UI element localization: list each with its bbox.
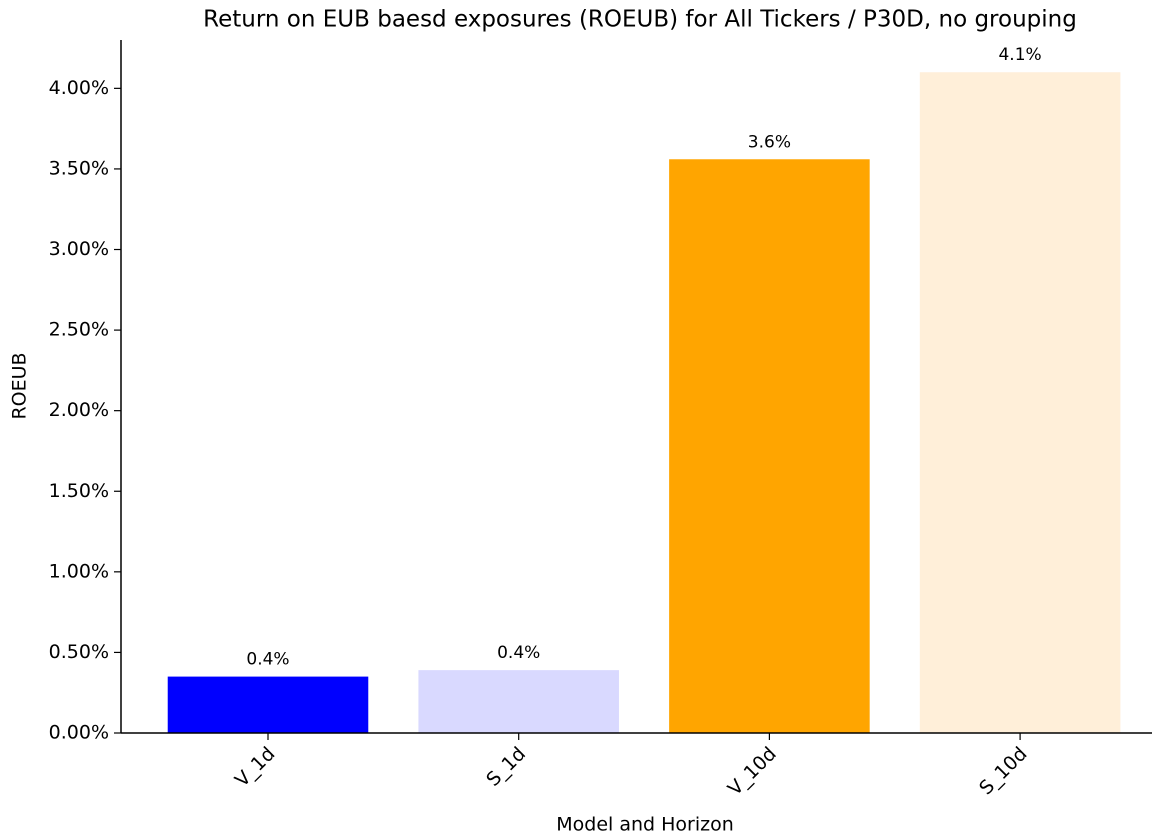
y-tick-label: 1.50% [49, 480, 109, 502]
x-tick-label: S_1d [482, 743, 530, 791]
value-label: 0.4% [497, 643, 540, 663]
value-label: 0.4% [246, 650, 289, 670]
value-label: 3.6% [748, 132, 791, 152]
y-tick-label: 4.00% [49, 77, 109, 99]
y-tick-label: 1.00% [49, 560, 109, 582]
value-label: 4.1% [998, 45, 1041, 65]
y-tick-label: 3.50% [49, 157, 109, 179]
bar [418, 670, 619, 733]
y-tick-label: 0.00% [49, 722, 109, 744]
y-tick-label: 3.00% [49, 238, 109, 260]
y-tick-label: 2.00% [49, 399, 109, 421]
x-axis-label: Model and Horizon [556, 814, 734, 836]
bar [167, 676, 369, 733]
y-tick-label: 0.50% [49, 641, 109, 663]
x-tick-label: V_10d [724, 743, 781, 800]
bar [919, 72, 1121, 734]
x-tick-label: S_10d [975, 743, 1031, 799]
bar [669, 159, 870, 733]
y-axis-label: ROEUB [9, 352, 31, 419]
y-tick-label: 2.50% [49, 319, 109, 341]
x-tick-label: V_1d [231, 743, 280, 792]
chart-title: Return on EUB baesd exposures (ROEUB) fo… [203, 7, 1077, 33]
